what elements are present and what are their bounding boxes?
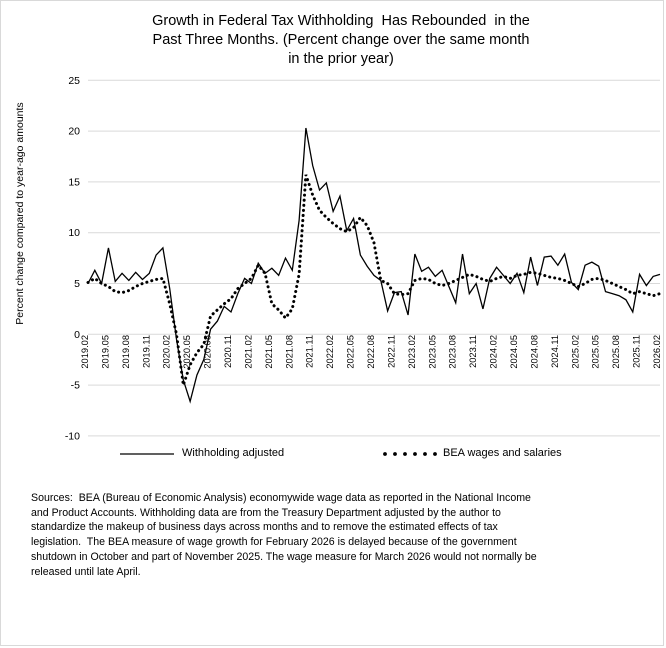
svg-text:2021.08: 2021.08 [284, 335, 294, 369]
svg-text:2021.02: 2021.02 [243, 335, 253, 369]
svg-text:2020.11: 2020.11 [223, 335, 233, 368]
svg-text:2022.05: 2022.05 [346, 335, 356, 369]
svg-text:2024.11: 2024.11 [550, 335, 560, 368]
svg-text:20: 20 [68, 126, 80, 138]
svg-text:2025.08: 2025.08 [611, 335, 621, 369]
svg-text:2020.08: 2020.08 [203, 335, 213, 369]
svg-text:-10: -10 [65, 430, 80, 442]
svg-text:2019.05: 2019.05 [100, 335, 110, 369]
svg-text:2023.02: 2023.02 [407, 335, 417, 369]
svg-text:2021.11: 2021.11 [305, 335, 315, 368]
svg-text:2023.08: 2023.08 [448, 335, 458, 369]
svg-text:2022.11: 2022.11 [386, 335, 396, 368]
svg-text:2019.08: 2019.08 [121, 335, 131, 369]
svg-text:2025.05: 2025.05 [591, 335, 601, 369]
svg-text:2022.02: 2022.02 [325, 335, 335, 369]
svg-text:2024.02: 2024.02 [489, 335, 499, 369]
svg-text:2022.08: 2022.08 [366, 335, 376, 369]
svg-text:2026.02: 2026.02 [652, 335, 662, 369]
svg-text:2023.11: 2023.11 [468, 335, 478, 368]
svg-text:5: 5 [74, 278, 80, 290]
svg-text:2020.02: 2020.02 [162, 335, 172, 369]
svg-text:2020.05: 2020.05 [182, 335, 192, 369]
svg-text:15: 15 [68, 176, 80, 188]
svg-text:2025.02: 2025.02 [570, 335, 580, 369]
svg-text:2025.11: 2025.11 [632, 335, 642, 368]
svg-text:2024.05: 2024.05 [509, 335, 519, 369]
svg-text:10: 10 [68, 227, 80, 239]
svg-text:2023.05: 2023.05 [427, 335, 437, 369]
svg-text:2019.02: 2019.02 [80, 335, 90, 369]
svg-text:2019.11: 2019.11 [141, 335, 151, 368]
svg-text:2021.05: 2021.05 [264, 335, 274, 369]
svg-text:-5: -5 [71, 380, 80, 392]
svg-text:2024.08: 2024.08 [529, 335, 539, 369]
svg-text:25: 25 [68, 75, 80, 87]
